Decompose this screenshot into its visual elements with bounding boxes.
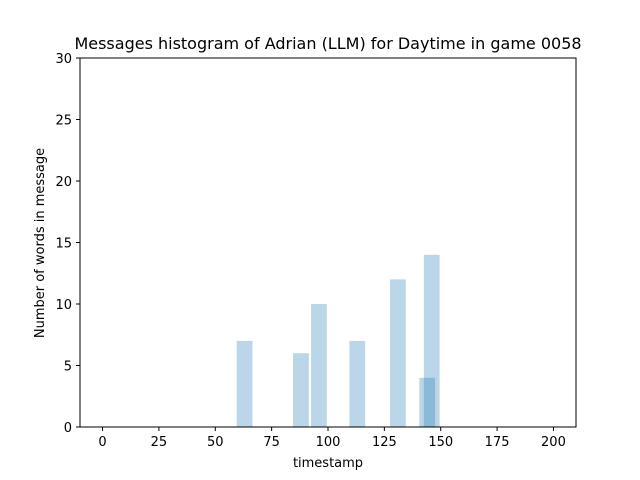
x-tick-label-8: 200 xyxy=(541,435,566,450)
chart-title: Messages histogram of Adrian (LLM) for D… xyxy=(74,34,581,53)
y-tick-label-4: 20 xyxy=(55,175,72,190)
y-tick-label-1: 5 xyxy=(64,360,72,375)
plot-frame xyxy=(79,57,577,428)
x-tick-label-4: 100 xyxy=(316,435,341,450)
bar-1 xyxy=(293,353,309,427)
x-axis-ticks: 0 25 50 75 100 125 150 175 200 xyxy=(98,427,566,450)
bar-0 xyxy=(236,340,253,427)
x-axis-label: timestamp xyxy=(293,456,363,471)
bar-4 xyxy=(390,279,406,427)
x-tick-label-1: 25 xyxy=(151,435,168,450)
x-tick-label-3: 75 xyxy=(263,435,280,450)
bar-3 xyxy=(349,340,366,427)
y-axis-label: Number of words in message xyxy=(33,148,48,338)
x-tick-label-2: 50 xyxy=(207,435,224,450)
y-axis-ticks: 0 5 10 15 20 25 30 xyxy=(55,52,80,436)
x-tick-label-5: 125 xyxy=(372,435,397,450)
x-tick-label-7: 175 xyxy=(485,435,510,450)
y-tick-label-5: 25 xyxy=(55,114,72,129)
bar-6 xyxy=(423,254,440,427)
y-tick-label-3: 15 xyxy=(55,237,72,252)
bar-2 xyxy=(311,304,327,427)
x-tick-label-6: 150 xyxy=(428,435,453,450)
y-tick-label-0: 0 xyxy=(64,421,72,436)
y-tick-label-6: 30 xyxy=(55,52,72,67)
y-tick-label-2: 10 xyxy=(55,298,72,313)
bars-group xyxy=(236,254,440,427)
x-tick-label-0: 0 xyxy=(98,435,106,450)
bar-5 xyxy=(419,377,436,427)
